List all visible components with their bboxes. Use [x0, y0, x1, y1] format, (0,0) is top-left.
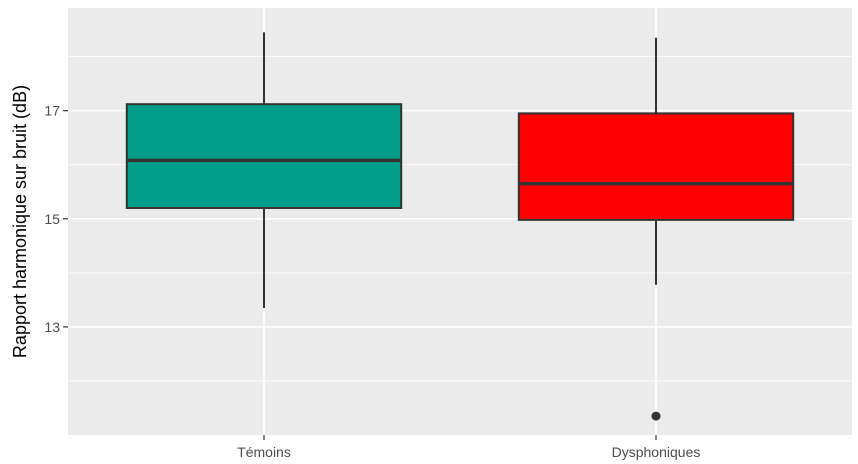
x-tick-label: Dysphoniques	[612, 444, 701, 460]
x-tick-label: Témoins	[237, 444, 291, 460]
y-axis-title: Rapport harmonique sur bruit (dB)	[10, 85, 30, 358]
box-group	[125, 32, 403, 308]
box	[517, 112, 795, 221]
boxes-layer	[125, 32, 795, 421]
x-axis: Témoins Dysphoniques	[237, 435, 700, 460]
box-group	[517, 37, 795, 421]
plot-panel	[68, 8, 852, 435]
y-axis: 13 15 17	[44, 103, 68, 335]
box	[125, 103, 403, 209]
y-tick-label: 17	[44, 103, 60, 119]
outlier-point	[651, 411, 661, 421]
y-tick-label: 13	[44, 319, 60, 335]
y-tick-label: 15	[44, 211, 60, 227]
